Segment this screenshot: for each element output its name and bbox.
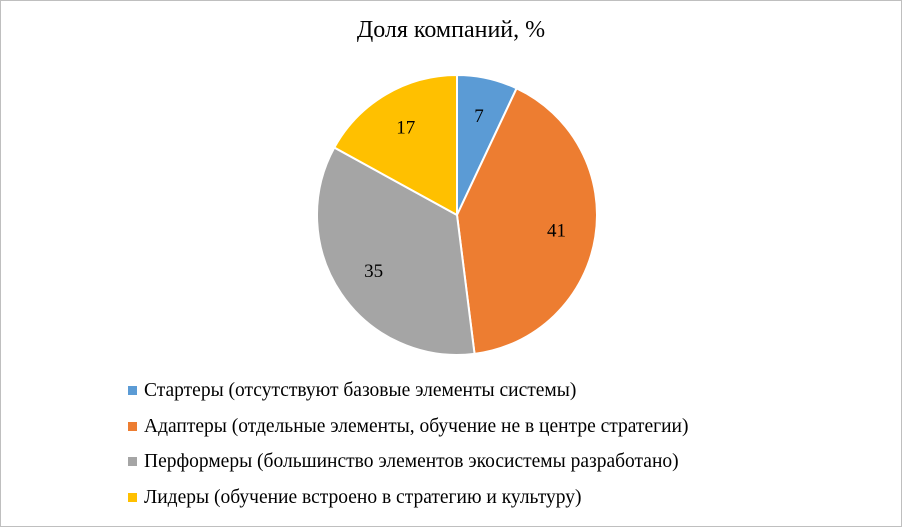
pie-slice-performers [316, 146, 476, 356]
pie-slice-adapters [455, 86, 598, 356]
data-label-adapters: 41 [547, 220, 566, 241]
data-label-performers: 35 [364, 261, 383, 282]
legend-item-adapters: Адаптеры (отдельные элементы, обучение н… [128, 409, 688, 445]
legend-item-performers: Перформеры (большинство элементов экосис… [128, 444, 688, 480]
legend-label-leaders: Лидеры (обучение встроено в стратегию и … [144, 486, 582, 508]
legend-item-leaders: Лидеры (обучение встроено в стратегию и … [128, 480, 688, 516]
legend-swatch-performers [128, 457, 137, 467]
chart-title: Доля компаний, % [356, 17, 546, 43]
legend-label-performers: Перформеры (большинство элементов экосис… [144, 451, 679, 472]
legend-swatch-starters [128, 386, 137, 396]
legend-item-starters: Стартеры (отсутствуют базовые элементы с… [128, 373, 688, 409]
legend-label-starters: Стартеры (отсутствуют базовые элементы с… [144, 380, 577, 401]
data-label-leaders: 17 [396, 118, 415, 139]
data-label-starters: 7 [474, 106, 484, 127]
legend-swatch-adapters [128, 421, 137, 431]
legend-label-adapters: Адаптеры (отдельные элементы, обучение н… [144, 415, 689, 437]
legend-swatch-leaders [128, 492, 137, 502]
legend: Стартеры (отсутствуют базовые элементы с… [128, 373, 688, 515]
pie-slice-leaders [332, 73, 458, 217]
